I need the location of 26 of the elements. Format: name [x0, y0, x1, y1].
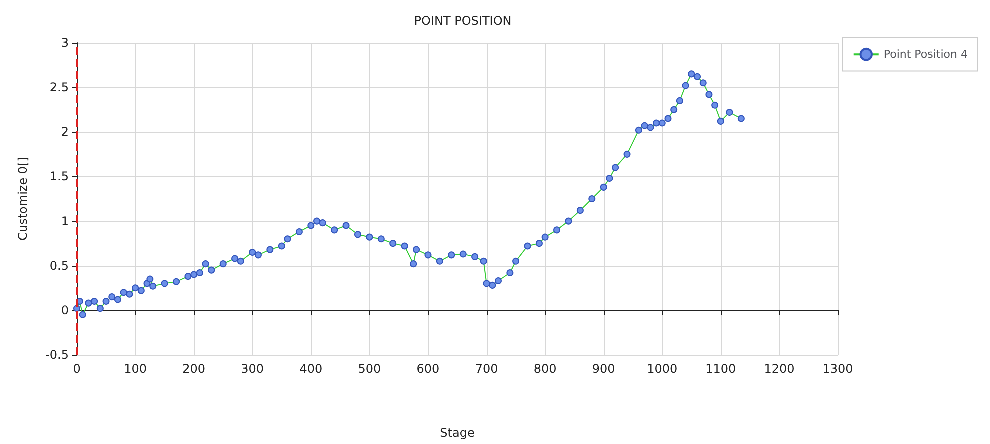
x-tick-label: 400: [300, 362, 323, 376]
y-tick-label: 3: [61, 36, 69, 50]
chart-title: POINT POSITION: [414, 14, 512, 28]
y-tick-label: 0: [61, 303, 69, 318]
x-axis-title: Stage: [440, 426, 475, 440]
x-tick-label: 1100: [706, 362, 736, 376]
x-tick-label: 800: [534, 362, 557, 376]
x-tick-label: 700: [475, 362, 498, 376]
x-tick-label: 1300: [822, 362, 854, 376]
x-tick-label: 900: [592, 362, 616, 376]
x-tick-label: 1000: [647, 362, 678, 376]
y-tick-label: -0.5: [46, 348, 69, 362]
y-tick-label: 1: [61, 214, 69, 228]
x-tick-label: 600: [416, 362, 440, 376]
x-tick-label: 100: [124, 362, 147, 376]
x-tick-label: 1200: [764, 362, 795, 376]
y-tick-label: 0.5: [50, 258, 69, 273]
y-axis-title: Customize 0[]: [16, 157, 30, 241]
y-tick-label: 1.5: [50, 170, 69, 184]
y-tick-label: 2: [61, 125, 69, 140]
y-tick-label: 2.5: [50, 80, 69, 95]
x-tick-label: 500: [358, 362, 382, 376]
x-tick-label: 300: [241, 362, 264, 376]
x-tick-label: 0: [73, 362, 81, 376]
legend-label: Point Position 4: [884, 48, 968, 62]
x-tick-label: 200: [182, 362, 206, 376]
